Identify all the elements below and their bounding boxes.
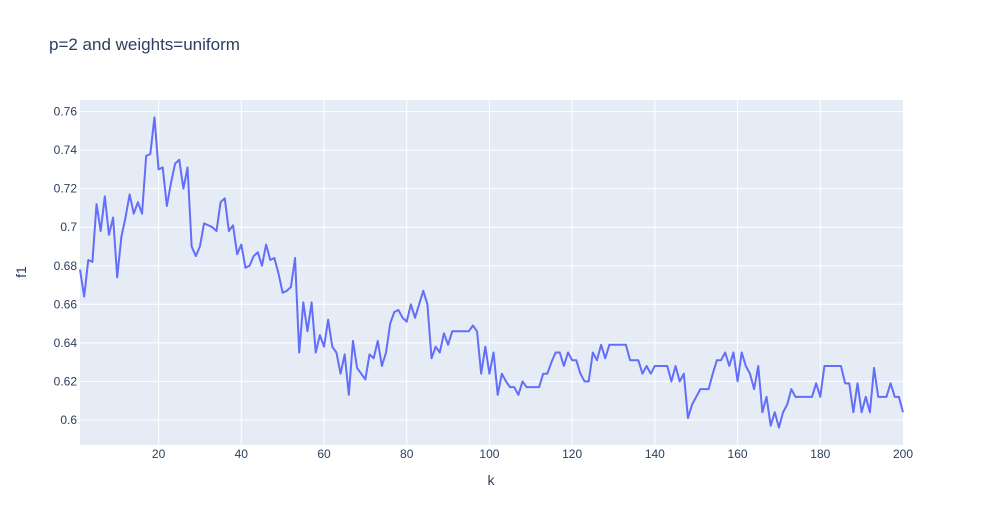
- chart-title: p=2 and weights=uniform: [49, 35, 240, 54]
- x-tick-label: 180: [810, 447, 830, 461]
- y-tick-label: 0.6: [60, 413, 77, 427]
- x-tick-label: 60: [317, 447, 331, 461]
- y-tick-label: 0.66: [54, 297, 78, 311]
- y-tick-label: 0.62: [54, 374, 78, 388]
- plot-area: [80, 100, 903, 445]
- x-axis-title: k: [488, 472, 496, 488]
- x-tick-label: 160: [728, 447, 748, 461]
- y-tick-label: 0.74: [54, 143, 78, 157]
- series-layer: [79, 116, 904, 429]
- x-tick-label: 140: [645, 447, 665, 461]
- y-tick-label: 0.68: [54, 259, 78, 273]
- y-axis-title: f1: [13, 266, 29, 278]
- x-tick-label: 20: [152, 447, 166, 461]
- x-tick-label: 200: [893, 447, 913, 461]
- y-tick-label: 0.7: [60, 220, 77, 234]
- x-tick-label: 80: [400, 447, 414, 461]
- y-tick-label: 0.64: [54, 336, 78, 350]
- series-line: [79, 116, 904, 429]
- y-tick-label: 0.72: [54, 182, 78, 196]
- x-tick-labels: 20 40 60 80 100 120 140 160 180 200: [152, 447, 913, 461]
- x-gridlines: [158, 100, 821, 445]
- y-tick-label: 0.76: [54, 105, 78, 119]
- y-gridlines: [80, 111, 903, 421]
- y-tick-labels: 0.6 0.62 0.64 0.66 0.68 0.7 0.72 0.74 0.76: [54, 105, 78, 427]
- x-tick-label: 100: [479, 447, 499, 461]
- x-tick-label: 40: [235, 447, 249, 461]
- x-tick-label: 120: [562, 447, 582, 461]
